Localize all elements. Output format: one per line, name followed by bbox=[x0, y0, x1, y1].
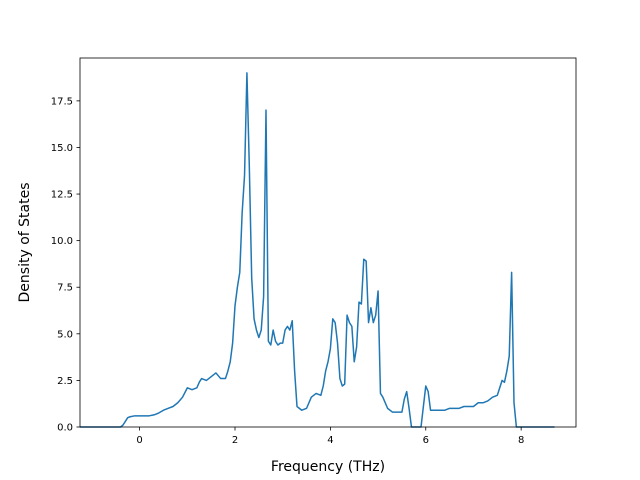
series-layer bbox=[80, 72, 555, 428]
y-tick-label: 0.0 bbox=[57, 423, 73, 434]
y-axis-ticks: 0.0 2.5 5.0 7.5 10.0 12.5 15.0 17.5 bbox=[51, 96, 80, 434]
x-tick-label: 6 bbox=[423, 435, 429, 446]
y-tick-label: 7.5 bbox=[57, 283, 73, 294]
x-axis-ticks: 0 2 4 6 8 bbox=[136, 427, 524, 446]
y-tick-label: 17.5 bbox=[51, 96, 73, 107]
x-tick-label: 8 bbox=[518, 435, 524, 446]
plot-area bbox=[80, 58, 576, 427]
plot-frame bbox=[79, 57, 577, 428]
y-tick-label: 15.0 bbox=[51, 143, 73, 154]
x-tick-label: 2 bbox=[232, 435, 238, 446]
y-tick-label: 5.0 bbox=[57, 329, 73, 340]
x-axis-label: Frequency (THz) bbox=[271, 459, 385, 475]
x-tick-label: 4 bbox=[327, 435, 333, 446]
y-tick-label: 2.5 bbox=[57, 376, 73, 387]
y-tick-label: 10.0 bbox=[51, 236, 73, 247]
x-tick-label: 0 bbox=[136, 435, 142, 446]
y-tick-label: 12.5 bbox=[51, 190, 73, 201]
dos-series-line-0 bbox=[80, 72, 555, 428]
y-axis-label: Density of States bbox=[17, 183, 33, 303]
